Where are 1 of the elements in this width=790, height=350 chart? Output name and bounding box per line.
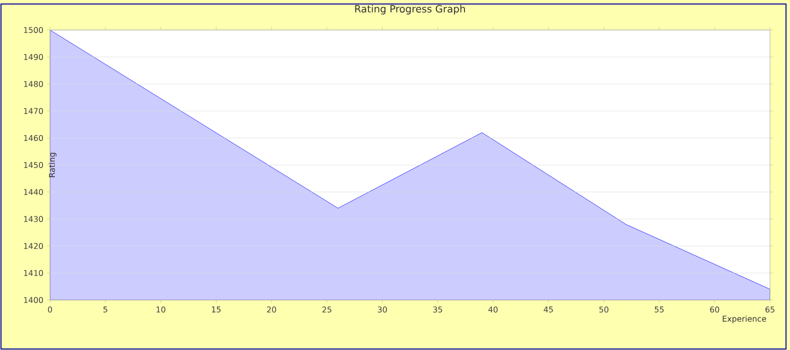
chart-title: Rating Progress Graph [355, 4, 465, 15]
